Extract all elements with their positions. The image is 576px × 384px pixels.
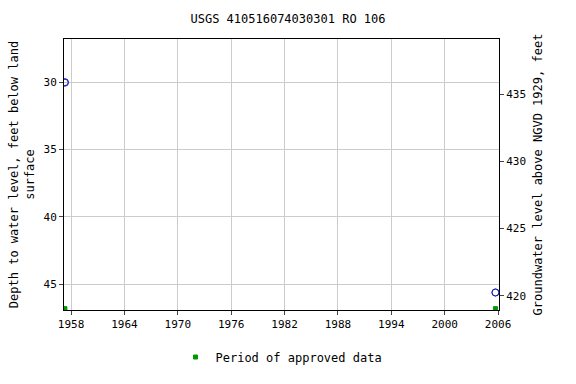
svg-text:425: 425 [506, 222, 526, 235]
svg-text:420: 420 [506, 290, 526, 303]
svg-text:40: 40 [44, 211, 57, 224]
svg-text:430: 430 [506, 155, 526, 168]
svg-text:1994: 1994 [378, 318, 405, 331]
svg-text:1970: 1970 [165, 318, 192, 331]
svg-text:1988: 1988 [325, 318, 352, 331]
svg-text:45: 45 [44, 278, 57, 291]
svg-text:1958: 1958 [58, 318, 85, 331]
svg-text:2000: 2000 [431, 318, 458, 331]
svg-text:1964: 1964 [111, 318, 138, 331]
svg-text:USGS 410516074030301 RO 106: USGS 410516074030301 RO 106 [190, 12, 385, 26]
svg-text:435: 435 [506, 88, 526, 101]
svg-text:2006: 2006 [485, 318, 512, 331]
svg-text:35: 35 [44, 143, 57, 156]
svg-text:Groundwater level above NGVD 1: Groundwater level above NGVD 1929, feet [531, 34, 545, 316]
svg-text:Period of approved data: Period of approved data [216, 351, 382, 365]
svg-text:1976: 1976 [218, 318, 245, 331]
svg-text:30: 30 [44, 76, 57, 89]
svg-text:Depth to water level, feet bel: Depth to water level, feet below landsur… [7, 41, 37, 308]
svg-text:1982: 1982 [271, 318, 298, 331]
